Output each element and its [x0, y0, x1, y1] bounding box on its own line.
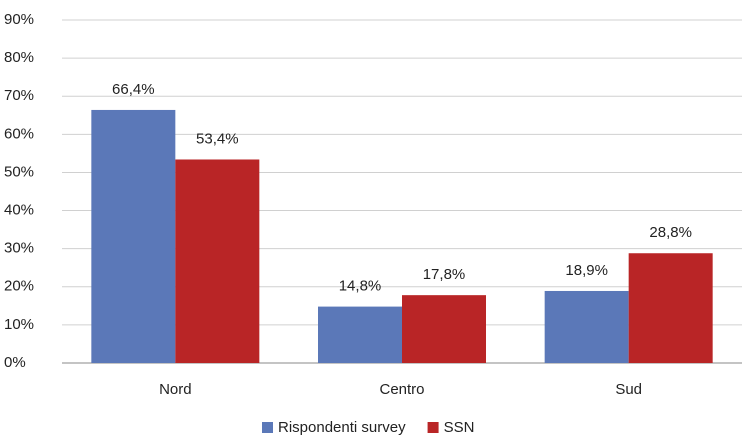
value-label: 14,8%	[339, 278, 382, 295]
x-tick-label: Centro	[379, 381, 424, 398]
y-tick-label: 0%	[4, 354, 26, 371]
y-tick-label: 30%	[4, 240, 34, 257]
y-tick-label: 10%	[4, 316, 34, 333]
value-label: 53,4%	[196, 130, 239, 147]
bar	[628, 253, 713, 363]
legend-swatch	[427, 422, 439, 433]
value-label: 66,4%	[112, 81, 155, 98]
legend-swatch	[262, 422, 273, 433]
y-tick-label: 80%	[4, 49, 34, 66]
legend-label: Rispondenti survey	[278, 419, 406, 436]
value-label: 28,8%	[649, 224, 692, 241]
x-tick-label: Sud	[615, 381, 642, 398]
legend-label: SSN	[444, 419, 475, 436]
y-tick-label: 70%	[4, 87, 34, 104]
bar	[402, 295, 486, 363]
y-tick-label: 20%	[4, 278, 34, 295]
value-label: 17,8%	[423, 266, 466, 283]
value-label: 18,9%	[565, 262, 608, 279]
y-tick-label: 60%	[4, 125, 34, 142]
bar	[175, 159, 260, 363]
y-tick-label: 50%	[4, 163, 34, 180]
bar	[318, 306, 402, 363]
y-tick-label: 40%	[4, 202, 34, 219]
bar	[544, 290, 629, 363]
bar	[91, 109, 176, 363]
x-tick-label: Nord	[159, 381, 192, 398]
y-tick-label: 90%	[4, 11, 34, 28]
